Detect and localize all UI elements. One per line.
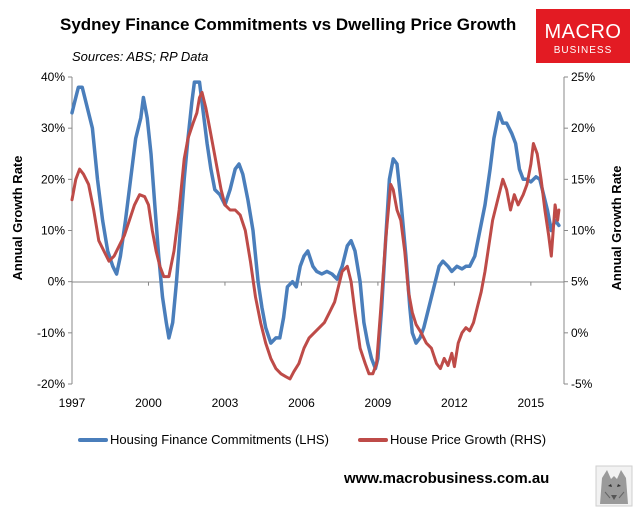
- x-tick-label: 2012: [441, 396, 468, 410]
- chart-title: Sydney Finance Commitments vs Dwelling P…: [60, 15, 516, 34]
- chart-subtitle: Sources: ABS; RP Data: [72, 49, 208, 64]
- x-tick-label: 2009: [365, 396, 392, 410]
- series-line-housing-finance: [70, 80, 561, 371]
- x-tick-label: 2015: [518, 396, 545, 410]
- y-right-tick-label: 15%: [571, 172, 595, 186]
- x-tick-label: 2003: [212, 396, 239, 410]
- y-right-ticks: -5% 0% 5% 10% 15% 20% 25%: [564, 70, 595, 391]
- y-right-tick-label: 0%: [571, 326, 589, 340]
- macrobusiness-logo: MACRO BUSINESS: [536, 9, 630, 63]
- logo-line2: BUSINESS: [554, 45, 613, 56]
- y-right-axis-title: Annual Growth Rate: [609, 166, 624, 291]
- y-right-tick-label: -5%: [571, 377, 593, 391]
- y-left-tick-label: 0%: [48, 275, 66, 289]
- logo-background: [536, 9, 630, 63]
- x-tick-label: 2000: [135, 396, 162, 410]
- y-left-tick-label: 10%: [41, 224, 65, 238]
- logo-line1: MACRO: [545, 21, 622, 43]
- y-left-tick-label: -20%: [37, 377, 65, 391]
- y-left-tick-label: 30%: [41, 121, 65, 135]
- y-right-tick-label: 10%: [571, 224, 595, 238]
- legend: Housing Finance Commitments (LHS) House …: [78, 432, 546, 447]
- website-url: www.macrobusiness.com.au: [343, 470, 549, 487]
- y-left-tick-label: 20%: [41, 172, 65, 186]
- y-right-tick-label: 20%: [571, 121, 595, 135]
- y-left-tick-label: 40%: [41, 70, 65, 84]
- legend-label-house-price: House Price Growth (RHS): [390, 432, 546, 447]
- wolf-icon: [595, 465, 633, 507]
- series-line-house-price: [70, 90, 561, 381]
- y-right-tick-label: 25%: [571, 70, 595, 84]
- x-tick-label: 2006: [288, 396, 315, 410]
- x-ticks: 1997 2000 2003 2006 2009 2012 2015: [59, 281, 545, 410]
- y-left-tick-label: -10%: [37, 326, 65, 340]
- x-tick-label: 1997: [59, 396, 86, 410]
- y-left-ticks: -20% -10% 0% 10% 20% 30% 40%: [37, 70, 72, 391]
- y-right-tick-label: 5%: [571, 275, 589, 289]
- legend-label-housing-finance: Housing Finance Commitments (LHS): [110, 432, 329, 447]
- y-left-axis-title: Annual Growth Rate: [10, 156, 25, 281]
